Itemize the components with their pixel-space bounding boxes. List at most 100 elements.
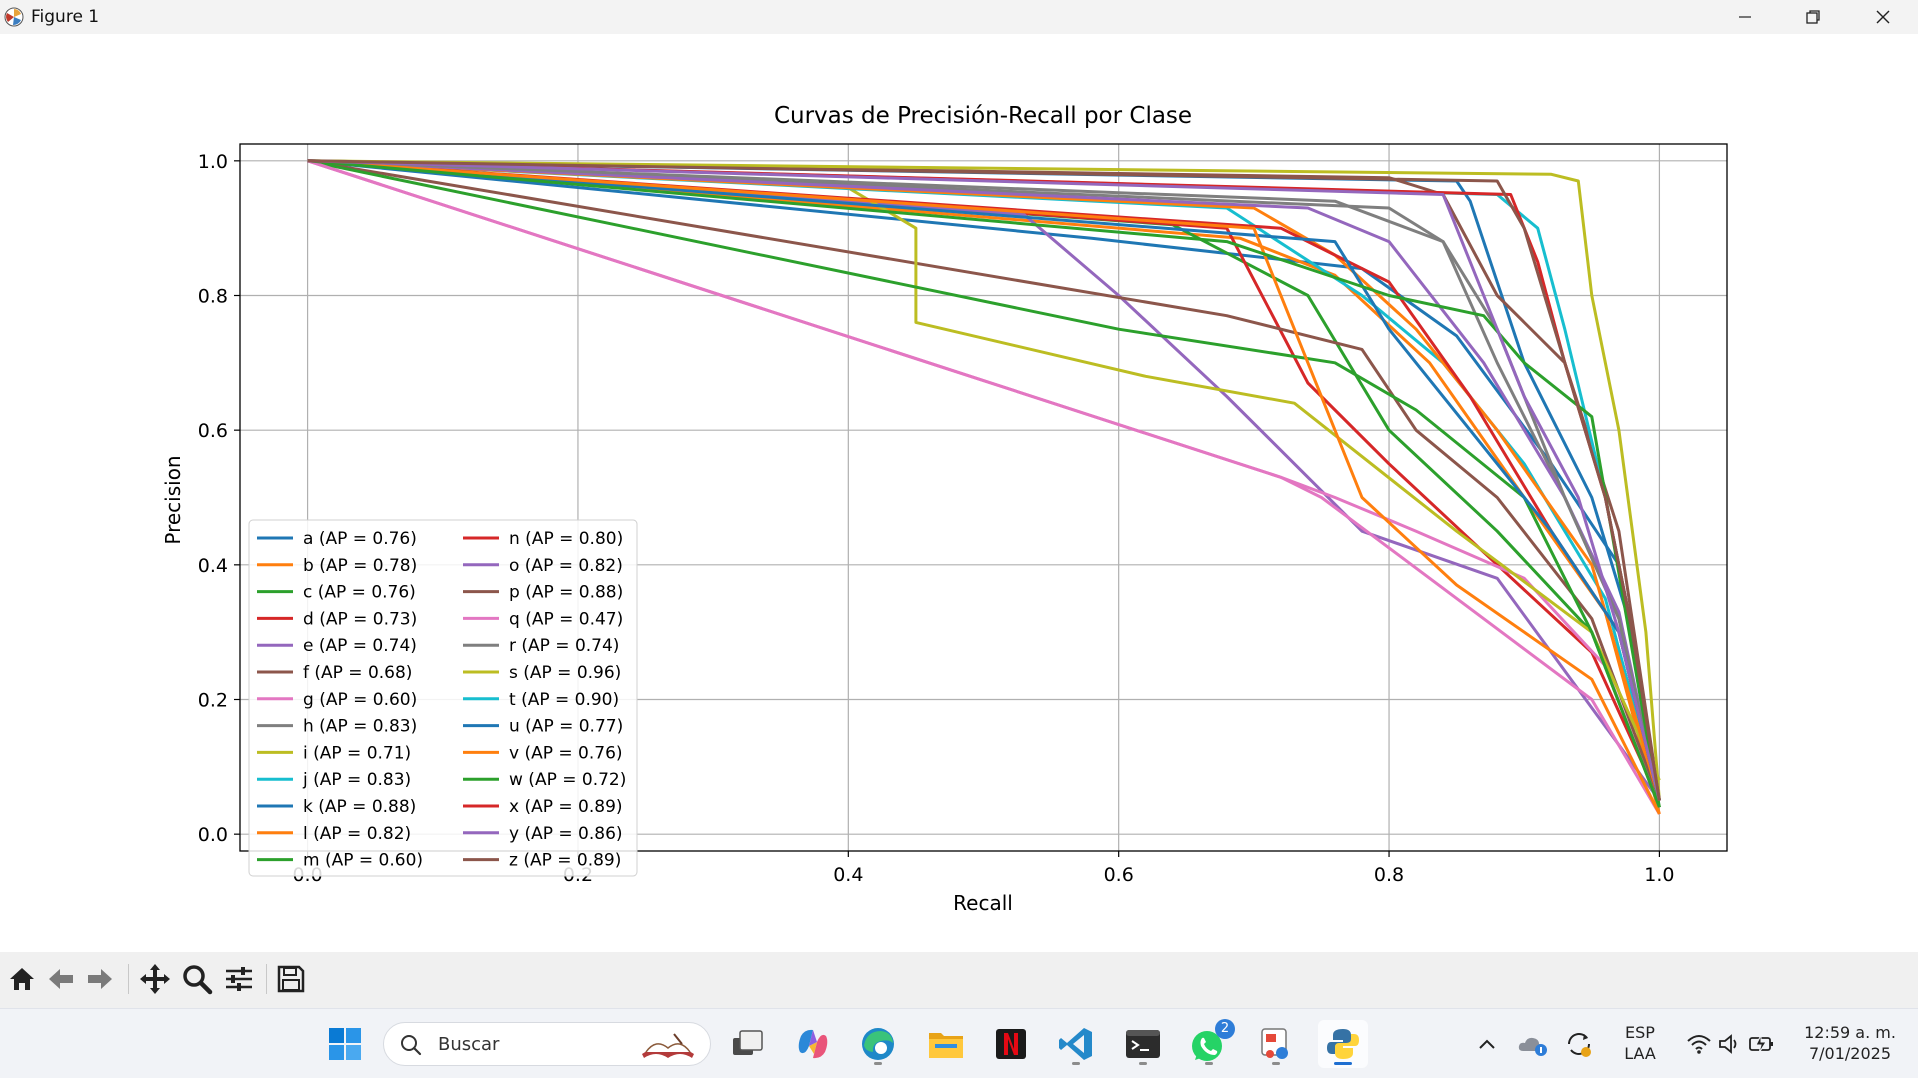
legend-label-2: c (AP = 0.76) bbox=[303, 583, 416, 603]
vscode-icon bbox=[1059, 1028, 1092, 1060]
matplotlib-app-icon bbox=[4, 7, 24, 27]
x-tick-label: 0.4 bbox=[833, 864, 863, 886]
search-icon bbox=[401, 1035, 422, 1056]
configure-subplots-button[interactable] bbox=[220, 960, 258, 998]
legend-label-23: x (AP = 0.89) bbox=[509, 797, 623, 817]
running-indicator bbox=[874, 1062, 882, 1065]
legend-label-9: j (AP = 0.83) bbox=[302, 770, 411, 790]
home-icon bbox=[10, 968, 34, 990]
legend-label-10: k (AP = 0.88) bbox=[303, 797, 416, 817]
edge-icon bbox=[862, 1028, 894, 1060]
quick-settings-button[interactable] bbox=[1676, 1020, 1786, 1068]
series-line-22 bbox=[307, 159, 1661, 808]
vscode-button[interactable] bbox=[1051, 1020, 1101, 1068]
back-button[interactable] bbox=[42, 960, 80, 998]
sync-icon bbox=[1568, 1033, 1591, 1057]
legend-label-18: s (AP = 0.96) bbox=[509, 663, 621, 683]
pan-icon bbox=[140, 964, 170, 994]
legend-label-19: t (AP = 0.90) bbox=[509, 690, 619, 710]
copilot-button[interactable] bbox=[788, 1020, 838, 1068]
netflix-icon bbox=[996, 1029, 1026, 1059]
taskbar-search-box[interactable]: Buscar bbox=[383, 1022, 711, 1066]
minimize-icon bbox=[1739, 16, 1751, 18]
series-line-14 bbox=[307, 159, 1661, 801]
series-line-25 bbox=[307, 159, 1661, 801]
close-icon bbox=[1876, 10, 1890, 24]
file-explorer-button[interactable] bbox=[921, 1020, 971, 1068]
whatsapp-icon bbox=[1192, 1031, 1222, 1061]
forward-button[interactable] bbox=[81, 960, 119, 998]
legend-label-21: v (AP = 0.76) bbox=[509, 743, 623, 763]
save-icon bbox=[277, 965, 305, 993]
back-icon bbox=[49, 969, 73, 989]
toolbar-separator bbox=[266, 964, 267, 994]
whatsapp-badge: 2 bbox=[1215, 1019, 1235, 1039]
onedrive-button[interactable] bbox=[1511, 1020, 1555, 1068]
legend-label-17: r (AP = 0.74) bbox=[509, 636, 619, 656]
keyboard-layout-label: LAA bbox=[1624, 1044, 1656, 1063]
chart-title: Curvas de Precisión-Recall por Clase bbox=[774, 103, 1192, 129]
y-tick-label: 0.8 bbox=[198, 286, 228, 308]
folder-icon bbox=[929, 1033, 963, 1058]
legend-label-1: b (AP = 0.78) bbox=[303, 556, 417, 576]
pan-button[interactable] bbox=[136, 960, 174, 998]
zoom-button[interactable] bbox=[178, 960, 216, 998]
minimize-button[interactable] bbox=[1712, 0, 1778, 34]
chevron-up-icon bbox=[1479, 1039, 1495, 1049]
x-tick-label: 0.6 bbox=[1104, 864, 1134, 886]
terminal-button[interactable] bbox=[1118, 1020, 1168, 1068]
legend-label-6: g (AP = 0.60) bbox=[303, 690, 417, 710]
clock[interactable]: 12:59 a. m. 7/01/2025 bbox=[1786, 1022, 1914, 1064]
navigation-toolbar bbox=[0, 952, 1918, 1008]
onedrive-cloud-icon bbox=[1518, 1037, 1547, 1056]
close-button[interactable] bbox=[1850, 0, 1916, 34]
window-titlebar: Figure 1 bbox=[0, 0, 1918, 34]
series-line-16 bbox=[307, 159, 1661, 815]
series-line-4 bbox=[307, 159, 1661, 802]
legend-label-12: m (AP = 0.60) bbox=[303, 851, 423, 871]
clock-date: 7/01/2025 bbox=[1808, 1044, 1892, 1063]
figure-canvas[interactable]: 0.0 0.2 0.4 0.6 0.8 1.0 0.0 0.2 0.4 0.6 0.8 1.0 Cu… bbox=[0, 34, 1918, 952]
legend-label-15: p (AP = 0.88) bbox=[509, 583, 623, 603]
x-axis-label: Recall bbox=[953, 891, 1013, 915]
save-button[interactable] bbox=[272, 960, 310, 998]
battery-charging-icon bbox=[1749, 1034, 1773, 1054]
y-tick-label: 0.2 bbox=[198, 690, 228, 712]
y-tick-label: 0.4 bbox=[198, 555, 228, 577]
home-button[interactable] bbox=[3, 960, 41, 998]
legend-label-13: n (AP = 0.80) bbox=[509, 529, 623, 549]
legend-label-5: f (AP = 0.68) bbox=[303, 663, 412, 683]
volume-icon bbox=[1719, 1034, 1737, 1054]
legend-label-0: a (AP = 0.76) bbox=[303, 529, 417, 549]
legend-label-20: u (AP = 0.77) bbox=[509, 717, 623, 737]
python-figure-button[interactable] bbox=[1318, 1020, 1368, 1068]
wifi-icon bbox=[1687, 1035, 1711, 1054]
task-view-icon bbox=[733, 1030, 763, 1055]
series-line-24 bbox=[307, 159, 1661, 801]
input-language-indicator[interactable]: ESP LAA bbox=[1614, 1022, 1666, 1064]
show-hidden-icons-button[interactable] bbox=[1461, 1020, 1513, 1068]
legend-box bbox=[248, 519, 638, 877]
series-lines bbox=[307, 159, 1661, 815]
active-indicator bbox=[1334, 1062, 1352, 1065]
legend-label-24: y (AP = 0.86) bbox=[509, 824, 623, 844]
edge-browser-button[interactable] bbox=[853, 1020, 903, 1068]
task-view-button[interactable] bbox=[723, 1020, 773, 1068]
start-button[interactable] bbox=[320, 1020, 370, 1068]
window-title: Figure 1 bbox=[31, 7, 100, 27]
y-tick-label: 1.0 bbox=[198, 151, 228, 173]
legend-label-16: q (AP = 0.47) bbox=[509, 609, 623, 629]
language-label: ESP bbox=[1625, 1023, 1655, 1042]
y-axis-ticks: 0.0 0.2 0.4 0.6 0.8 1.0 bbox=[198, 151, 240, 846]
terminal-icon bbox=[1126, 1030, 1160, 1058]
restore-button[interactable] bbox=[1780, 0, 1846, 34]
restore-icon bbox=[1806, 10, 1820, 24]
series-line-21 bbox=[307, 159, 1661, 815]
snipping-tool-button[interactable] bbox=[1251, 1020, 1301, 1068]
legend-label-7: h (AP = 0.83) bbox=[303, 717, 417, 737]
whatsapp-button[interactable]: 2 bbox=[1184, 1019, 1235, 1068]
netflix-button[interactable] bbox=[986, 1020, 1036, 1068]
search-placeholder: Buscar bbox=[438, 1034, 500, 1055]
sync-status-button[interactable] bbox=[1557, 1020, 1601, 1068]
copilot-icon bbox=[798, 1029, 828, 1059]
